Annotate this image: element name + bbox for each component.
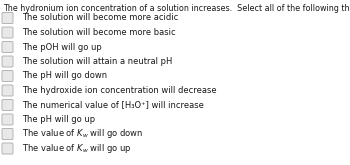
Text: The solution will become more basic: The solution will become more basic: [22, 28, 176, 37]
Text: The value of $K_w$ will go up: The value of $K_w$ will go up: [22, 142, 132, 155]
Text: The hydroxide ion concentration will decrease: The hydroxide ion concentration will dec…: [22, 86, 217, 95]
FancyBboxPatch shape: [2, 114, 13, 125]
Text: The numerical value of [H₃O⁺] will increase: The numerical value of [H₃O⁺] will incre…: [22, 100, 204, 110]
FancyBboxPatch shape: [2, 129, 13, 139]
Text: The value of $K_w$ will go down: The value of $K_w$ will go down: [22, 128, 143, 141]
Text: The solution will attain a neutral pH: The solution will attain a neutral pH: [22, 57, 172, 66]
FancyBboxPatch shape: [2, 27, 13, 38]
FancyBboxPatch shape: [2, 42, 13, 52]
Text: The pOH will go up: The pOH will go up: [22, 43, 102, 51]
Text: The pH will go down: The pH will go down: [22, 71, 107, 81]
Text: The pH will go up: The pH will go up: [22, 115, 95, 124]
FancyBboxPatch shape: [2, 85, 13, 96]
Text: The hydronium ion concentration of a solution increases.  Select all of the foll: The hydronium ion concentration of a sol…: [3, 4, 350, 13]
FancyBboxPatch shape: [2, 99, 13, 111]
FancyBboxPatch shape: [2, 143, 13, 154]
FancyBboxPatch shape: [2, 70, 13, 82]
Text: The solution will become more acidic: The solution will become more acidic: [22, 14, 178, 22]
FancyBboxPatch shape: [2, 56, 13, 67]
FancyBboxPatch shape: [2, 13, 13, 23]
